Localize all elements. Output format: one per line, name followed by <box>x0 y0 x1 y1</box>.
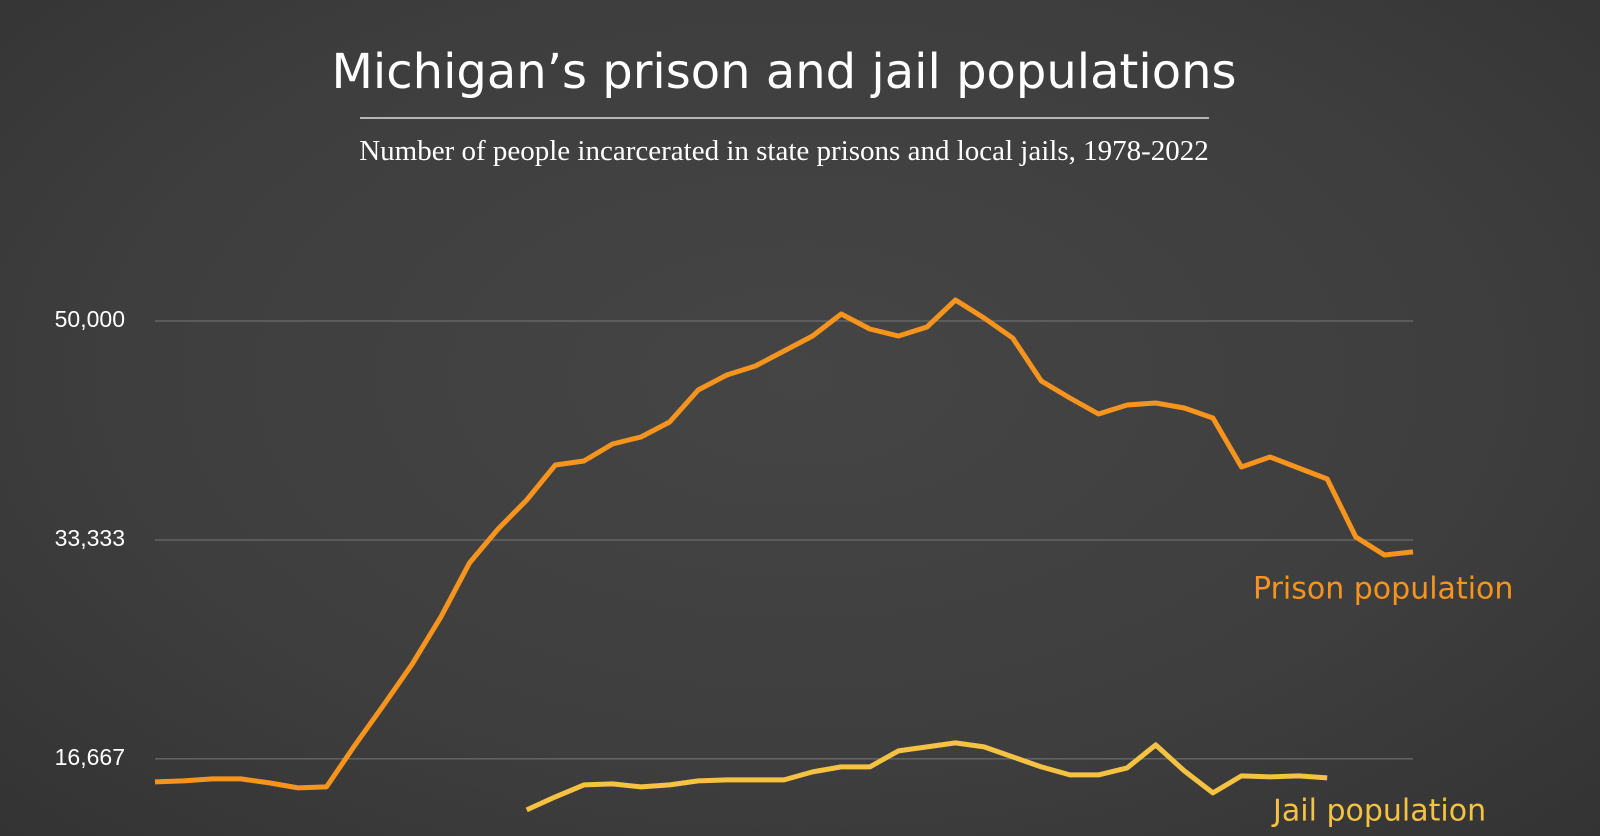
chart-subtitle: Number of people incarcerated in state p… <box>359 135 1209 167</box>
series-label: Prison population <box>1253 572 1513 607</box>
series-label: Jail population <box>1271 794 1486 829</box>
y-tick-label: 16,667 <box>55 744 125 770</box>
y-tick-label: 33,333 <box>55 525 125 551</box>
series-line <box>154 297 1414 791</box>
series-line <box>525 740 1328 813</box>
y-tick-label: 50,000 <box>55 306 125 332</box>
chart-title: Michigan’s prison and jail populations <box>332 44 1237 100</box>
